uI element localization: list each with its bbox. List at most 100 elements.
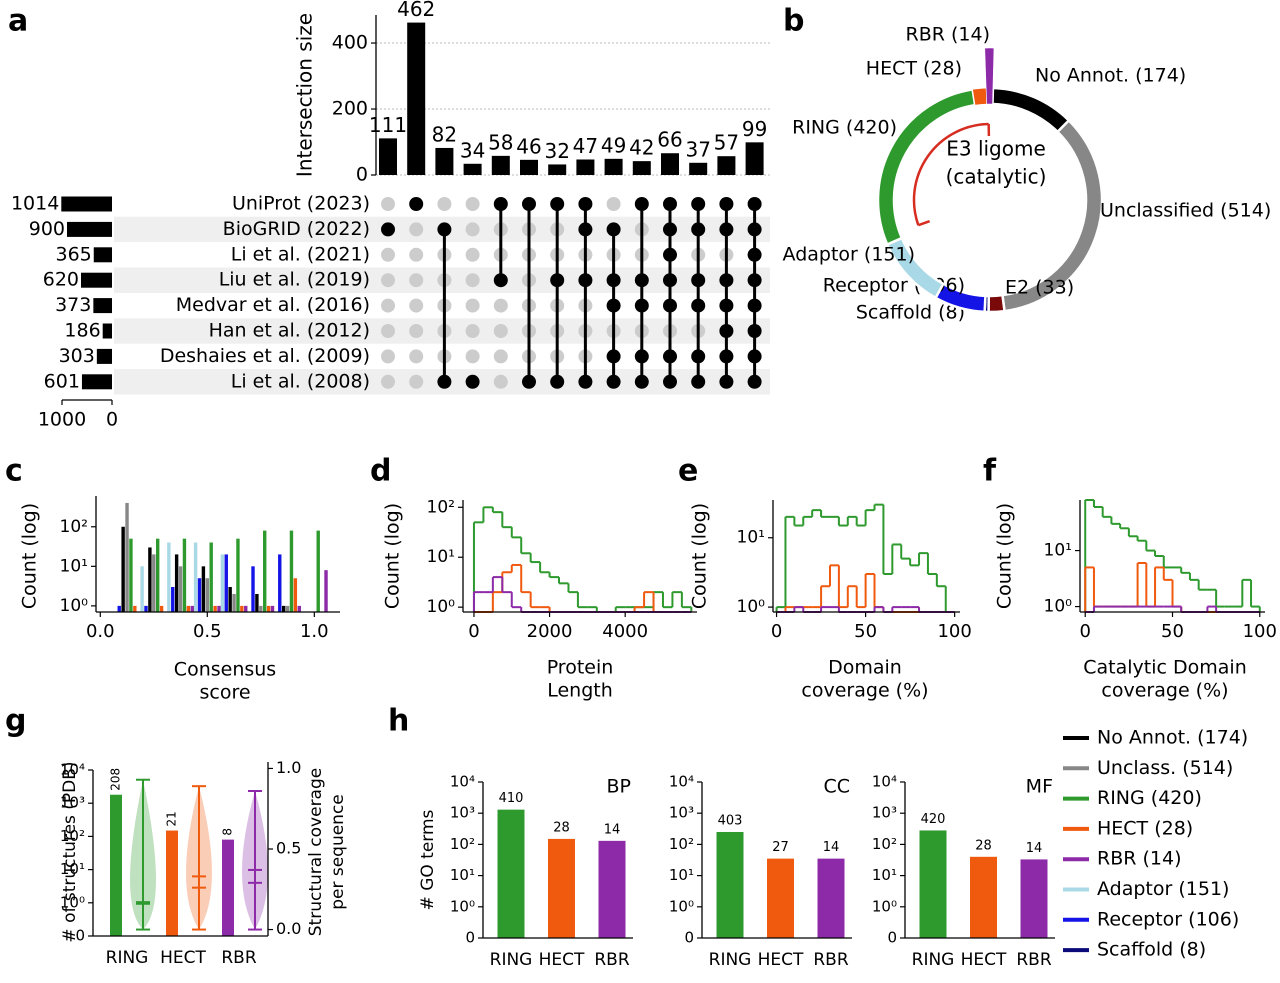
x-tick-label: RBR xyxy=(221,948,256,968)
matrix-dot-empty xyxy=(381,298,395,313)
x-tick-label: 50 xyxy=(1161,621,1184,642)
matrix-dot xyxy=(409,197,424,211)
matrix-dot xyxy=(747,298,762,313)
intersection-bar xyxy=(520,159,538,175)
set-size-bar xyxy=(96,348,112,364)
matrix-dot xyxy=(606,298,621,313)
set-size-label: 303 xyxy=(59,345,95,367)
histogram-outline xyxy=(472,507,693,612)
bar-value-label: 111 xyxy=(369,113,407,137)
x-axis-label: score xyxy=(199,682,250,704)
bar-annotation: 8 xyxy=(221,828,235,836)
matrix-dot xyxy=(634,298,649,313)
set-size-label: 601 xyxy=(44,370,80,392)
subplot-title: CC xyxy=(823,776,850,798)
bar xyxy=(1020,859,1048,938)
matrix-dot-empty xyxy=(381,374,395,389)
bar-annotation: 208 xyxy=(109,768,123,791)
catalytic-bracket xyxy=(912,122,989,226)
intersection-bar xyxy=(407,22,426,175)
bar-annotation: 14 xyxy=(823,840,840,855)
matrix-dot xyxy=(578,197,593,211)
matrix-dot xyxy=(719,349,734,364)
y2-axis-label: per sequence xyxy=(328,794,348,910)
y-tick-label: 10¹ xyxy=(60,860,85,878)
bar-annotation: 28 xyxy=(975,838,992,853)
subplot-title: MF xyxy=(1026,776,1053,798)
y-tick-label: 10¹ xyxy=(737,528,765,548)
y2-tick-label: 1.0 xyxy=(276,758,301,777)
y-tick-label: 10⁰ xyxy=(872,897,897,915)
bar xyxy=(129,538,133,612)
segment-label: Unclassified (514) xyxy=(1100,200,1271,222)
y-axis-label: Count (log) xyxy=(382,503,404,609)
y-tick-label: 10⁰ xyxy=(60,893,85,911)
bar xyxy=(263,530,267,612)
set-size-bar xyxy=(102,323,112,339)
y-tick-label: 10⁰ xyxy=(737,597,766,617)
y-tick-label: 10¹ xyxy=(669,866,694,884)
matrix-dot xyxy=(578,374,593,389)
set-size-bar xyxy=(81,272,112,288)
matrix-dot-empty xyxy=(465,247,480,262)
y-tick-label: 0 xyxy=(75,927,85,945)
bar xyxy=(970,856,997,938)
histogram-outline xyxy=(472,577,523,612)
y-tick-label: 10⁴ xyxy=(450,773,475,791)
y-tick-label: 10³ xyxy=(669,804,694,822)
bar xyxy=(155,538,160,612)
panel-label: c xyxy=(5,454,23,489)
y-tick-label: 10³ xyxy=(60,794,85,812)
matrix-dot xyxy=(719,298,734,313)
set-size-label: 373 xyxy=(55,294,91,316)
bar xyxy=(174,554,179,612)
matrix-dot xyxy=(747,273,762,288)
matrix-dot xyxy=(747,247,762,262)
legend-label: RING (420) xyxy=(1097,787,1202,809)
matrix-dot xyxy=(437,374,452,389)
matrix-dot-empty xyxy=(409,273,424,288)
x-tick-label: RING xyxy=(912,950,955,970)
y-tick-label: 10¹ xyxy=(427,547,455,567)
bar-value-label: 42 xyxy=(629,136,654,160)
panel-label: f xyxy=(983,454,997,489)
y-tick-label: 10⁰ xyxy=(450,897,475,915)
bar xyxy=(171,587,175,612)
histogram-outline xyxy=(793,607,921,612)
legend-label: Receptor (106) xyxy=(1097,908,1239,930)
y-tick-label: 200 xyxy=(332,98,368,120)
center-annotation: (catalytic) xyxy=(946,165,1047,189)
set-name: UniProt (2023) xyxy=(232,193,370,215)
legend-label: No Annot. (174) xyxy=(1097,727,1248,749)
matrix-dot xyxy=(522,374,536,389)
matrix-dot xyxy=(634,273,649,288)
x-tick-label: 2000 xyxy=(527,621,573,642)
x-tick-label: RING xyxy=(106,948,149,968)
set-size-bar xyxy=(81,374,112,390)
matrix-dot xyxy=(663,222,677,237)
y-tick-label: 10⁰ xyxy=(60,596,89,616)
bar xyxy=(278,554,282,612)
matrix-dot xyxy=(691,273,706,288)
x-tick-label: 50 xyxy=(854,621,877,642)
bar xyxy=(497,809,525,938)
histogram-outline xyxy=(1092,606,1218,612)
y-tick-label: 0 xyxy=(356,164,368,186)
matrix-dot xyxy=(691,298,706,313)
bar xyxy=(220,554,225,612)
set-size-bar xyxy=(93,247,112,263)
bar xyxy=(144,605,148,612)
bar xyxy=(285,605,290,612)
x-tick-label: 0 xyxy=(468,621,479,642)
bar-value-label: 46 xyxy=(516,134,541,158)
matrix-dot xyxy=(747,197,762,211)
matrix-dot-empty xyxy=(465,273,480,288)
x-tick-label: HECT xyxy=(160,948,206,968)
bar-value-label: 49 xyxy=(601,133,626,157)
y-tick-label: 0 xyxy=(887,929,897,947)
bar xyxy=(767,858,794,938)
bar-value-label: 462 xyxy=(397,0,435,21)
bar-annotation: 28 xyxy=(553,820,570,835)
matrix-dot xyxy=(663,349,677,364)
matrix-dot xyxy=(719,273,734,288)
